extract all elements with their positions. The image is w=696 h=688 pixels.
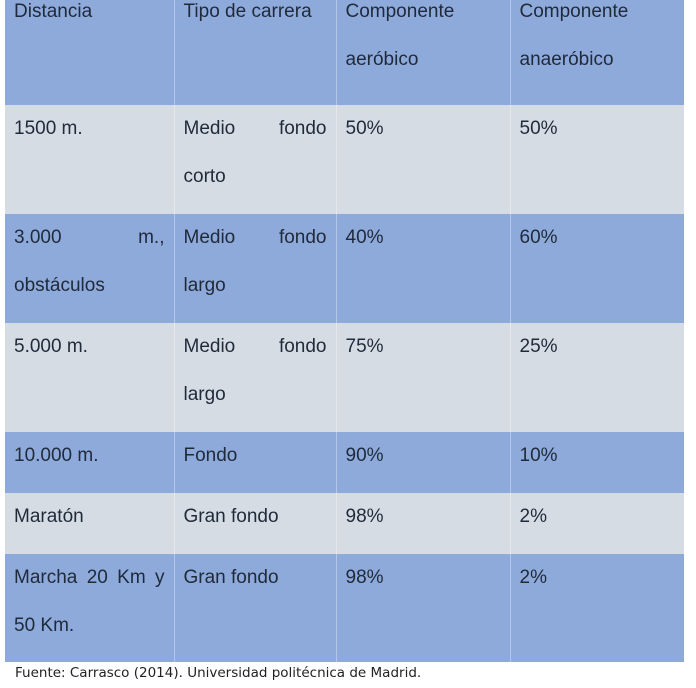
- cell-aerobico: 98%: [335, 554, 510, 662]
- table-row: 5.000 m. Medio fondo largo 75% 25%: [5, 323, 684, 432]
- cell-tipo: Medio fondo corto: [173, 105, 336, 214]
- source-caption: Fuente: Carrasco (2014). Universidad pol…: [15, 665, 422, 681]
- cell-aerobico: 90%: [335, 432, 510, 493]
- cell-anaerobico: 2%: [509, 493, 684, 554]
- cell-distancia: Marcha 20 Km y 50 Km.: [5, 554, 174, 662]
- cell-anaerobico: 60%: [509, 214, 684, 323]
- running-components-table: Distancia Tipo de carrera Componente aer…: [5, 0, 684, 662]
- table-row: Marcha 20 Km y 50 Km. Gran fondo 98% 2%: [5, 554, 684, 662]
- table-header-row: Distancia Tipo de carrera Componente aer…: [5, 0, 684, 105]
- cell-tipo: Gran fondo: [173, 493, 336, 554]
- table-row: Maratón Gran fondo 98% 2%: [5, 493, 684, 554]
- cell-tipo: Medio fondo largo: [173, 323, 336, 432]
- cell-distancia: 5.000 m.: [5, 323, 174, 432]
- cell-anaerobico: 50%: [509, 105, 684, 214]
- header-componente-anaerobico: Componente anaeróbico: [509, 0, 684, 105]
- cell-distancia: 10.000 m.: [5, 432, 174, 493]
- table-row: 10.000 m. Fondo 90% 10%: [5, 432, 684, 493]
- header-distancia: Distancia: [5, 0, 174, 105]
- table-row: 3.000 m., obstáculos Medio fondo largo 4…: [5, 214, 684, 323]
- cell-tipo: Gran fondo: [173, 554, 336, 662]
- cell-aerobico: 40%: [335, 214, 510, 323]
- cell-aerobico: 75%: [335, 323, 510, 432]
- cell-tipo: Fondo: [173, 432, 336, 493]
- cell-distancia: 3.000 m., obstáculos: [5, 214, 174, 323]
- cell-aerobico: 50%: [335, 105, 510, 214]
- cell-anaerobico: 25%: [509, 323, 684, 432]
- cell-tipo: Medio fondo largo: [173, 214, 336, 323]
- header-tipo-carrera: Tipo de carrera: [173, 0, 336, 105]
- header-componente-aerobico: Componente aeróbico: [335, 0, 510, 105]
- cell-anaerobico: 10%: [509, 432, 684, 493]
- table-row: 1500 m. Medio fondo corto 50% 50%: [5, 105, 684, 214]
- cell-distancia: 1500 m.: [5, 105, 174, 214]
- cell-aerobico: 98%: [335, 493, 510, 554]
- cell-anaerobico: 2%: [509, 554, 684, 662]
- cell-distancia: Maratón: [5, 493, 174, 554]
